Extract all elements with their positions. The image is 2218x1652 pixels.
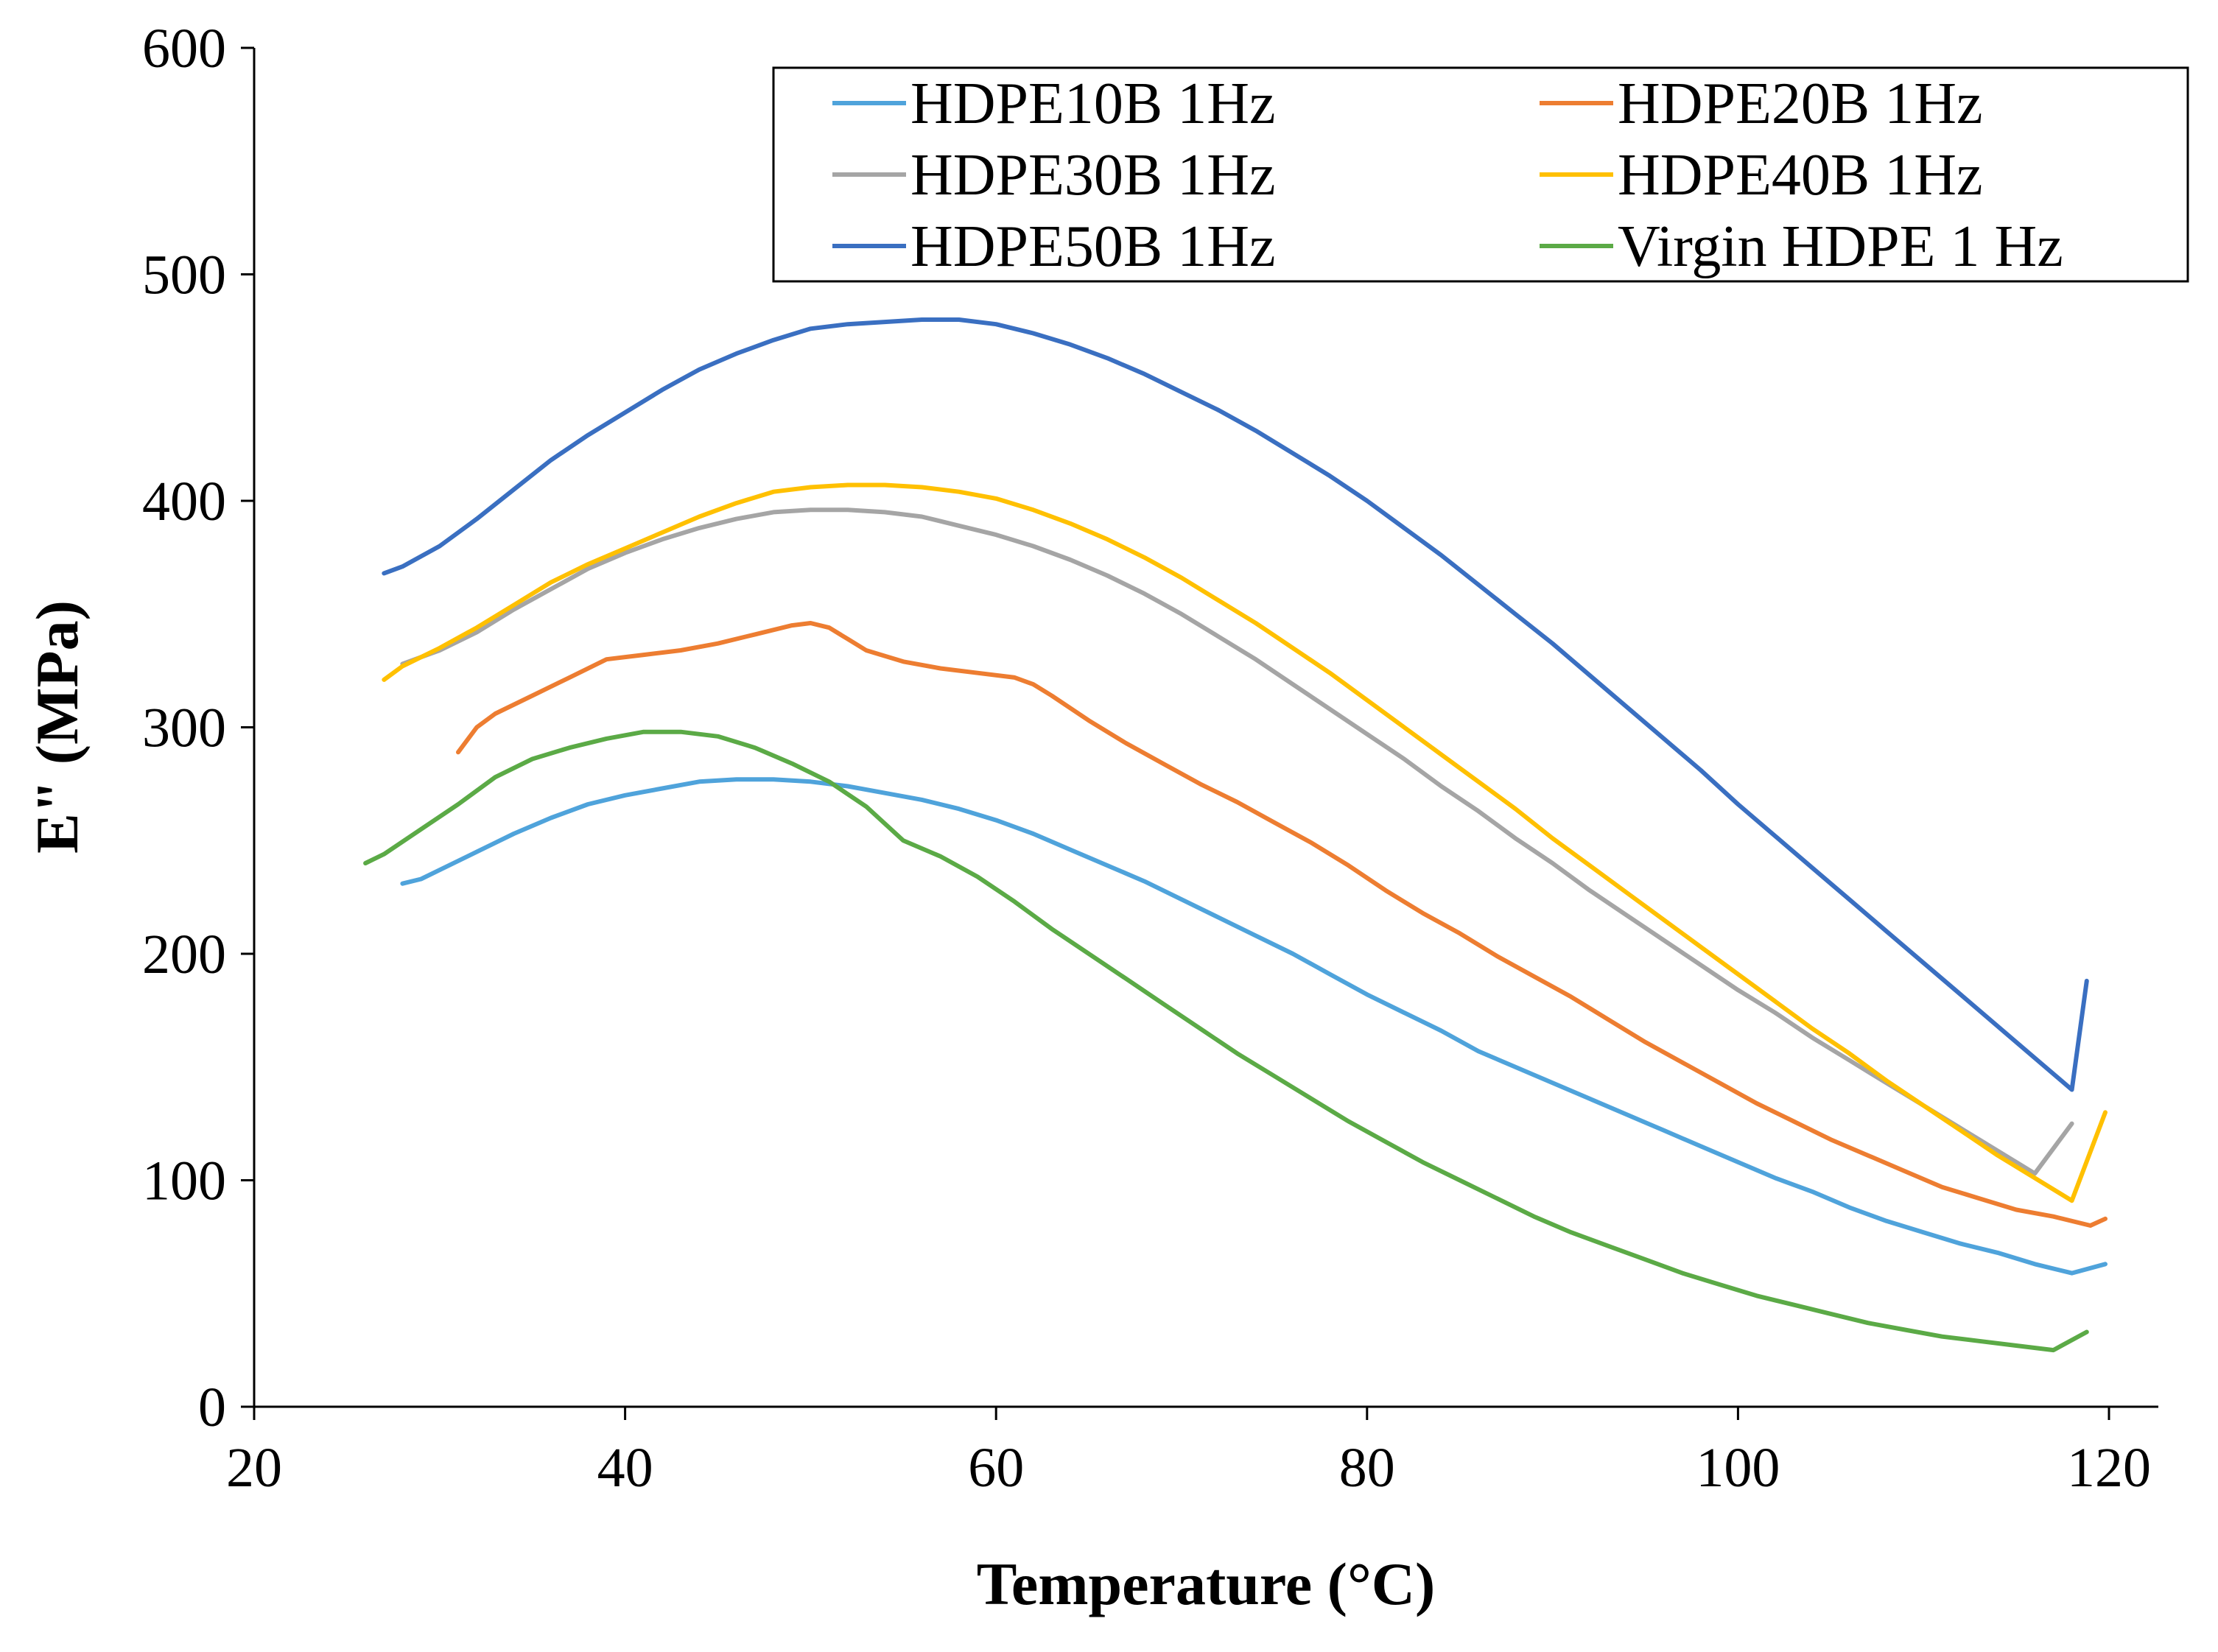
y-tick-label: 100 — [142, 1150, 226, 1212]
legend-box — [772, 66, 2189, 283]
y-axis-title: E" (MPa) — [24, 600, 91, 854]
legend-label-5: HDPE50B 1Hz — [910, 214, 1276, 279]
series-line-3 — [400, 507, 2074, 1176]
y-tick-label: 300 — [142, 697, 226, 759]
x-axis-title: Temperature (°C) — [977, 1550, 1436, 1617]
series-line-4 — [382, 482, 2108, 1203]
x-tick-label: 80 — [1339, 1437, 1395, 1499]
y-tick-label: 0 — [198, 1377, 226, 1438]
series-line-2 — [456, 621, 2108, 1228]
x-tick-label: 40 — [597, 1437, 653, 1499]
x-tick-label: 120 — [2067, 1437, 2151, 1499]
y-tick-label: 200 — [142, 924, 226, 985]
y-ticks: 0 100 200 300 400 500 600 — [142, 18, 254, 1438]
series-line-1 — [400, 777, 2108, 1276]
x-tick-label: 100 — [1696, 1437, 1780, 1499]
legend-label-6: Virgin HDPE 1 Hz — [1618, 214, 2063, 279]
series-line-6 — [363, 729, 2089, 1353]
legend: HDPE10B 1Hz HDPE20B 1Hz HDPE30B 1Hz HDPE40B… — [772, 66, 2189, 283]
series-line-5 — [382, 317, 2089, 1092]
x-tick-label: 60 — [968, 1437, 1024, 1499]
legend-label-4: HDPE40B 1Hz — [1618, 143, 1983, 208]
series-lines — [363, 317, 2108, 1353]
y-tick-label: 500 — [142, 245, 226, 306]
x-tick-label: 20 — [226, 1437, 282, 1499]
legend-label-2: HDPE20B 1Hz — [1618, 71, 1983, 136]
y-tick-label: 600 — [142, 18, 226, 80]
legend-label-1: HDPE10B 1Hz — [910, 71, 1276, 136]
legend-label-3: HDPE30B 1Hz — [910, 143, 1276, 208]
x-ticks: 20 40 60 80 100 120 — [226, 1407, 2151, 1499]
y-tick-label: 400 — [142, 471, 226, 532]
